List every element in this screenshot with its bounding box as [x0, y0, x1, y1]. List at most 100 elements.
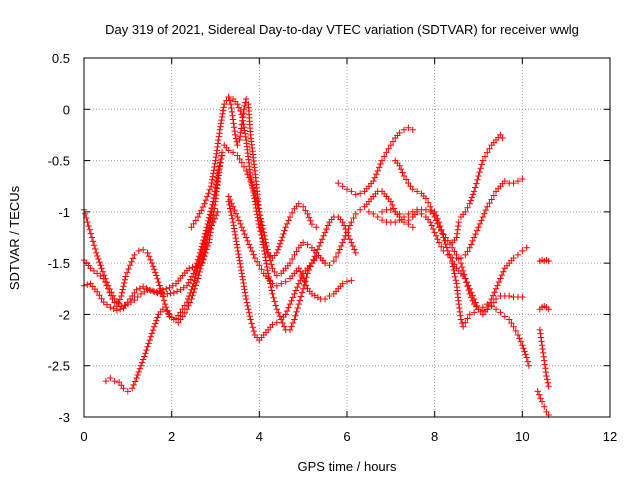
data-point	[106, 289, 113, 296]
data-point	[90, 241, 98, 249]
data-point	[235, 217, 243, 224]
series-track-j	[335, 124, 416, 198]
data-point	[461, 271, 468, 278]
data-point	[542, 368, 550, 376]
data-point	[470, 188, 478, 195]
data-point	[247, 316, 254, 323]
data-point	[124, 300, 132, 308]
data-point	[297, 277, 304, 284]
y-tick-label: -3	[58, 410, 70, 425]
data-point	[348, 218, 355, 226]
data-point	[479, 157, 487, 164]
data-point	[202, 196, 210, 204]
data-point	[291, 316, 298, 323]
data-point	[147, 256, 154, 263]
data-point	[451, 270, 458, 277]
data-point	[374, 213, 381, 221]
data-point	[89, 238, 97, 245]
data-point	[392, 218, 399, 226]
data-point	[120, 283, 127, 290]
data-point	[311, 253, 319, 260]
data-point	[492, 285, 500, 292]
data-point	[115, 299, 122, 307]
data-point	[479, 213, 487, 221]
data-point	[296, 297, 304, 304]
data-point	[120, 385, 127, 392]
data-point	[109, 295, 116, 303]
data-point	[129, 385, 136, 392]
data-point	[208, 179, 215, 187]
data-point	[488, 295, 495, 303]
data-point	[510, 254, 517, 262]
data-point	[484, 300, 491, 308]
data-point	[320, 232, 327, 239]
data-point	[250, 327, 258, 335]
data-point	[462, 275, 469, 282]
data-point	[538, 342, 546, 349]
series-track-s	[534, 388, 552, 419]
data-point	[240, 283, 248, 290]
data-point	[242, 234, 250, 241]
data-point	[181, 302, 189, 309]
data-point	[194, 264, 201, 271]
series-track-p	[536, 256, 552, 265]
data-point	[153, 317, 160, 324]
data-point	[212, 184, 219, 191]
data-point	[330, 257, 338, 265]
data-point	[150, 323, 158, 330]
data-point	[352, 210, 359, 218]
data-point	[183, 298, 191, 306]
data-point	[240, 279, 247, 287]
data-point	[522, 351, 529, 358]
data-point	[295, 265, 302, 272]
data-point	[298, 289, 306, 296]
data-point	[477, 165, 484, 172]
data-point	[87, 265, 94, 272]
data-point	[335, 249, 342, 257]
data-point	[216, 126, 224, 133]
data-point	[519, 342, 526, 349]
data-point	[137, 290, 145, 298]
data-point	[488, 196, 495, 203]
data-point	[232, 210, 240, 217]
chart-title: Day 319 of 2021, Sidereal Day-to-day VTE…	[105, 22, 579, 37]
data-point	[465, 282, 472, 289]
data-point	[282, 278, 289, 285]
data-point	[229, 218, 237, 226]
data-point	[444, 247, 452, 255]
data-point	[168, 314, 175, 321]
data-point	[189, 283, 196, 290]
data-point	[520, 345, 527, 352]
data-point	[469, 191, 477, 198]
y-tick-label: -1.5	[48, 256, 70, 271]
data-point	[143, 346, 150, 354]
data-point	[449, 259, 456, 267]
data-point	[409, 224, 416, 231]
data-point	[402, 176, 410, 183]
y-tick-label: -2	[58, 307, 70, 322]
data-point	[297, 293, 305, 300]
data-point	[432, 232, 440, 239]
data-point	[227, 100, 235, 108]
series-track-q	[536, 303, 552, 313]
data-point	[263, 263, 271, 271]
data-point	[269, 265, 276, 272]
data-point	[521, 348, 528, 355]
data-point	[466, 244, 473, 251]
data-point	[286, 259, 294, 267]
data-point	[218, 113, 226, 121]
data-point	[514, 177, 522, 185]
data-point	[217, 120, 225, 127]
data-point	[232, 131, 239, 139]
data-point	[209, 173, 216, 180]
data-point	[462, 208, 469, 216]
data-point	[136, 365, 144, 372]
data-point	[134, 293, 141, 301]
data-point	[244, 237, 251, 245]
data-point	[209, 176, 216, 184]
data-point	[242, 167, 250, 175]
data-point	[93, 270, 101, 277]
data-point	[298, 273, 305, 281]
